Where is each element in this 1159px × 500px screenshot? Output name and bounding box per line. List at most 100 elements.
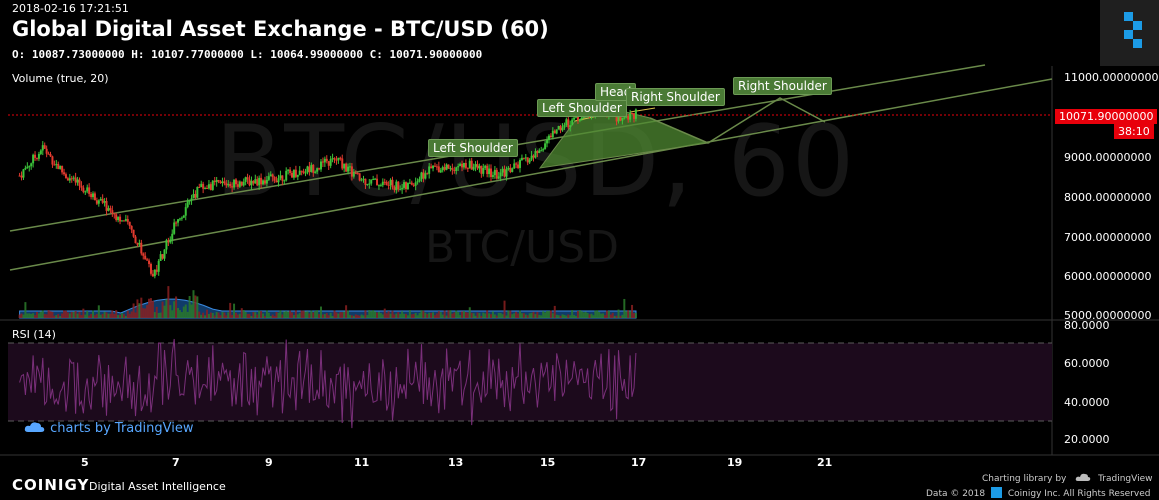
candle-body <box>53 164 56 166</box>
candle-body <box>279 175 282 179</box>
candle-body <box>329 159 332 166</box>
candle-body <box>416 181 419 183</box>
volume-bar <box>441 314 444 318</box>
volume-bar <box>283 311 286 318</box>
volume-bar <box>526 315 529 318</box>
annotation-left-shoulder-1[interactable]: Left Shoulder <box>428 139 518 157</box>
volume-bar <box>76 313 79 318</box>
volume-bar <box>107 313 110 318</box>
candle-body <box>22 169 25 178</box>
annotation-left-shoulder-2[interactable]: Left Shoulder <box>537 99 627 117</box>
projected-right-shoulder[interactable] <box>649 97 826 144</box>
candle-body <box>319 161 322 170</box>
volume-bar <box>256 314 259 318</box>
candle-body <box>99 198 102 201</box>
volume-bar <box>547 311 550 318</box>
candle-body <box>457 166 460 168</box>
volume-bar <box>327 315 330 318</box>
candle-body <box>289 169 292 173</box>
candle-body <box>51 156 54 165</box>
volume-bar <box>582 312 585 318</box>
volume-bar <box>416 315 419 318</box>
candle-body <box>153 269 156 277</box>
volume-bar <box>157 313 160 318</box>
volume-bar <box>153 312 156 318</box>
candle-body <box>565 119 568 126</box>
candle-body <box>433 165 436 167</box>
candle-body <box>196 187 199 198</box>
volume-bar <box>37 313 40 318</box>
volume-bar <box>399 313 402 318</box>
volume-bar <box>194 295 197 318</box>
annotation-right-shoulder-1[interactable]: Right Shoulder <box>626 88 725 106</box>
volume-bar <box>120 313 123 318</box>
candle-body <box>80 185 83 188</box>
volume-bar <box>362 315 365 318</box>
volume-bar <box>491 311 494 318</box>
candle-body <box>389 179 392 186</box>
chart-canvas[interactable] <box>0 0 1159 468</box>
candle-body <box>180 217 183 219</box>
candle-body <box>39 150 42 154</box>
candle-body <box>528 159 531 163</box>
channel-lower-line[interactable] <box>9 78 1053 271</box>
volume-bar <box>126 310 129 318</box>
candle-body <box>368 183 371 185</box>
volume-bar <box>518 310 521 318</box>
candle-body <box>304 172 307 174</box>
volume-bar <box>625 311 628 318</box>
candle-body <box>366 184 369 186</box>
volume-bar <box>540 315 543 318</box>
tradingview-credit[interactable]: charts by TradingView <box>24 420 193 436</box>
candle-body <box>377 185 380 187</box>
volume-bar <box>292 315 295 318</box>
volume-bar <box>565 315 568 318</box>
volume-bar <box>323 314 326 318</box>
annotation-right-shoulder-2[interactable]: Right Shoulder <box>733 77 832 95</box>
volume-bar <box>192 290 195 318</box>
candle-body <box>95 200 98 204</box>
candle-body <box>103 201 106 203</box>
candle-body <box>167 240 170 243</box>
candle-body <box>306 166 309 173</box>
charting-library-credit[interactable]: Charting library by TradingView <box>982 472 1153 484</box>
volume-bar <box>484 313 487 318</box>
candle-body <box>70 178 73 180</box>
rsi-indicator-label[interactable]: RSI (14) <box>12 328 56 341</box>
rsi-band <box>8 343 1052 421</box>
volume-bar <box>142 308 145 318</box>
candle-body <box>138 242 141 245</box>
volume-bar <box>115 310 118 318</box>
volume-bar <box>238 313 241 318</box>
tradingview-name: TradingView <box>1098 474 1153 484</box>
volume-bar <box>159 312 162 318</box>
volume-bar <box>265 310 268 318</box>
candle-body <box>505 169 508 177</box>
candle-body <box>233 179 236 188</box>
volume-bar <box>528 313 531 318</box>
candle-body <box>352 173 355 177</box>
coinigy-logo[interactable] <box>1100 0 1159 66</box>
volume-bar <box>49 311 52 318</box>
volume-bar <box>629 311 632 318</box>
candle-body <box>468 160 471 169</box>
volume-bar <box>571 310 574 318</box>
candle-body <box>341 158 344 169</box>
candle-body <box>283 180 286 182</box>
candle-body <box>345 163 348 172</box>
volume-bar <box>515 311 518 318</box>
candle-body <box>553 130 556 134</box>
candle-body <box>78 179 81 186</box>
volume-indicator-label[interactable]: Volume (true, 20) <box>12 72 109 85</box>
time-tick: 15 <box>540 456 556 469</box>
volume-bar <box>486 310 489 318</box>
volume-bar <box>287 311 290 318</box>
volume-bar <box>298 313 301 318</box>
candle-body <box>621 117 624 121</box>
brand-name[interactable]: COINIGY <box>12 476 90 494</box>
candle-body <box>540 150 543 152</box>
candlestick-series <box>18 101 637 279</box>
volume-bar <box>18 314 21 318</box>
candle-body <box>120 220 123 222</box>
candle-body <box>175 222 178 224</box>
